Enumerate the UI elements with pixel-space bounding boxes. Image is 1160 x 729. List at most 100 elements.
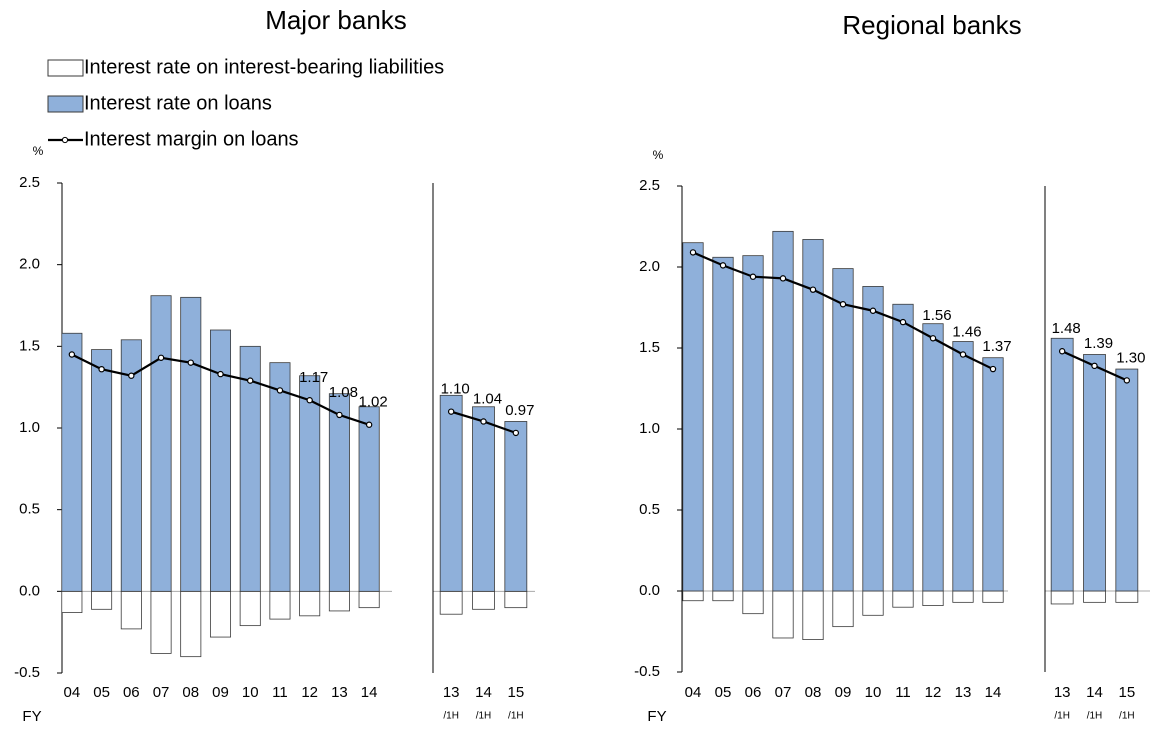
legend-marker [61,136,69,144]
bar [61,590,83,613]
x-tick-label: 09 [212,684,229,701]
x-tick-label: 10 [865,684,882,701]
marker [365,421,373,428]
value-label: 1.08 [329,384,358,401]
y-tick-label: 1.5 [639,339,660,356]
legend-label: Interest rate on interest-bearing liabil… [84,56,444,78]
x-tick-label: 11 [895,684,911,701]
x-tick-label: 10 [242,684,259,701]
bar [180,590,202,658]
bar [1083,590,1106,603]
y-tick-label: 2.0 [19,256,40,273]
bar [712,256,734,592]
marker [306,397,313,404]
bar [269,590,291,620]
x-tick-label: 13 [955,684,972,701]
bar [742,590,764,615]
chart-title: Regional banks [842,10,1021,40]
bar [922,323,944,592]
value-label: 1.56 [922,307,951,324]
bar [892,590,914,608]
y-tick-label: 1.0 [19,419,40,436]
y-tick-label: 2.5 [639,177,660,194]
bar [299,590,321,617]
x-tick-label: 06 [745,684,762,701]
x-tick-sublabel: /1H [1087,711,1103,722]
bar [120,590,142,630]
x-tick-label: 11 [272,684,288,701]
x-axis-label: FY [22,708,41,725]
x-tick-label: 14 [985,684,1002,701]
marker [1058,348,1066,355]
y-tick-label: 1.5 [19,337,40,354]
x-tick-label: 04 [64,684,81,701]
x-axis-label: FY [647,708,666,725]
bar [952,590,974,603]
x-tick-label: 15 [1118,684,1135,701]
x-tick-label: 08 [182,684,199,701]
bar [239,590,261,627]
bar [682,590,704,602]
y-tick-label: 1.0 [639,420,660,437]
y-tick-label: -0.5 [14,664,40,681]
marker [959,351,967,358]
marker [899,318,907,326]
marker [1091,362,1098,370]
bar [832,590,854,628]
marker [128,372,135,379]
y-tick-label: 0.5 [639,501,660,518]
bar [982,357,1004,592]
bar [328,393,350,592]
x-tick-sublabel: /1H [1054,711,1070,722]
bar [472,406,495,592]
bar [239,345,261,592]
bar [358,590,380,609]
x-tick-sublabel: /1H [443,711,459,722]
value-label: 1.48 [1052,320,1081,337]
bar [892,303,914,592]
legend-swatch [47,59,84,77]
marker [989,365,997,373]
x-tick-label: 05 [715,684,732,701]
bar [269,362,291,592]
y-tick-label: 0.0 [639,582,660,599]
legend-swatch [47,95,84,113]
x-tick-label: 12 [301,684,318,701]
value-label: 1.10 [441,381,470,398]
legend-label: Interest rate on loans [84,92,272,114]
value-label: 1.37 [982,338,1011,355]
marker [276,387,284,394]
x-tick-label: 14 [475,684,492,701]
bar [439,590,463,615]
marker [929,335,937,342]
bar [862,286,884,592]
x-tick-label: 08 [805,684,822,701]
bar [742,255,764,592]
bar [802,590,824,640]
bar [982,590,1004,603]
x-tick-label: 12 [925,684,942,701]
x-tick-label: 06 [123,684,140,701]
marker [447,408,455,415]
marker [157,354,165,361]
bar [1050,337,1074,592]
bar [328,590,350,612]
marker [839,301,847,308]
y-tick-label: 2.5 [19,174,40,191]
x-tick-sublabel: /1H [476,711,492,722]
marker [336,411,343,419]
x-tick-label: 15 [507,684,524,701]
bar [472,590,495,610]
x-tick-label: 14 [361,684,378,701]
y-tick-label: 0.0 [19,582,40,599]
bar [439,394,463,592]
marker [749,273,757,280]
bar [209,590,232,638]
x-tick-label: 07 [153,684,170,701]
x-tick-label: 13 [331,684,348,701]
marker [869,307,877,314]
bar [832,268,854,592]
bar [504,421,528,592]
